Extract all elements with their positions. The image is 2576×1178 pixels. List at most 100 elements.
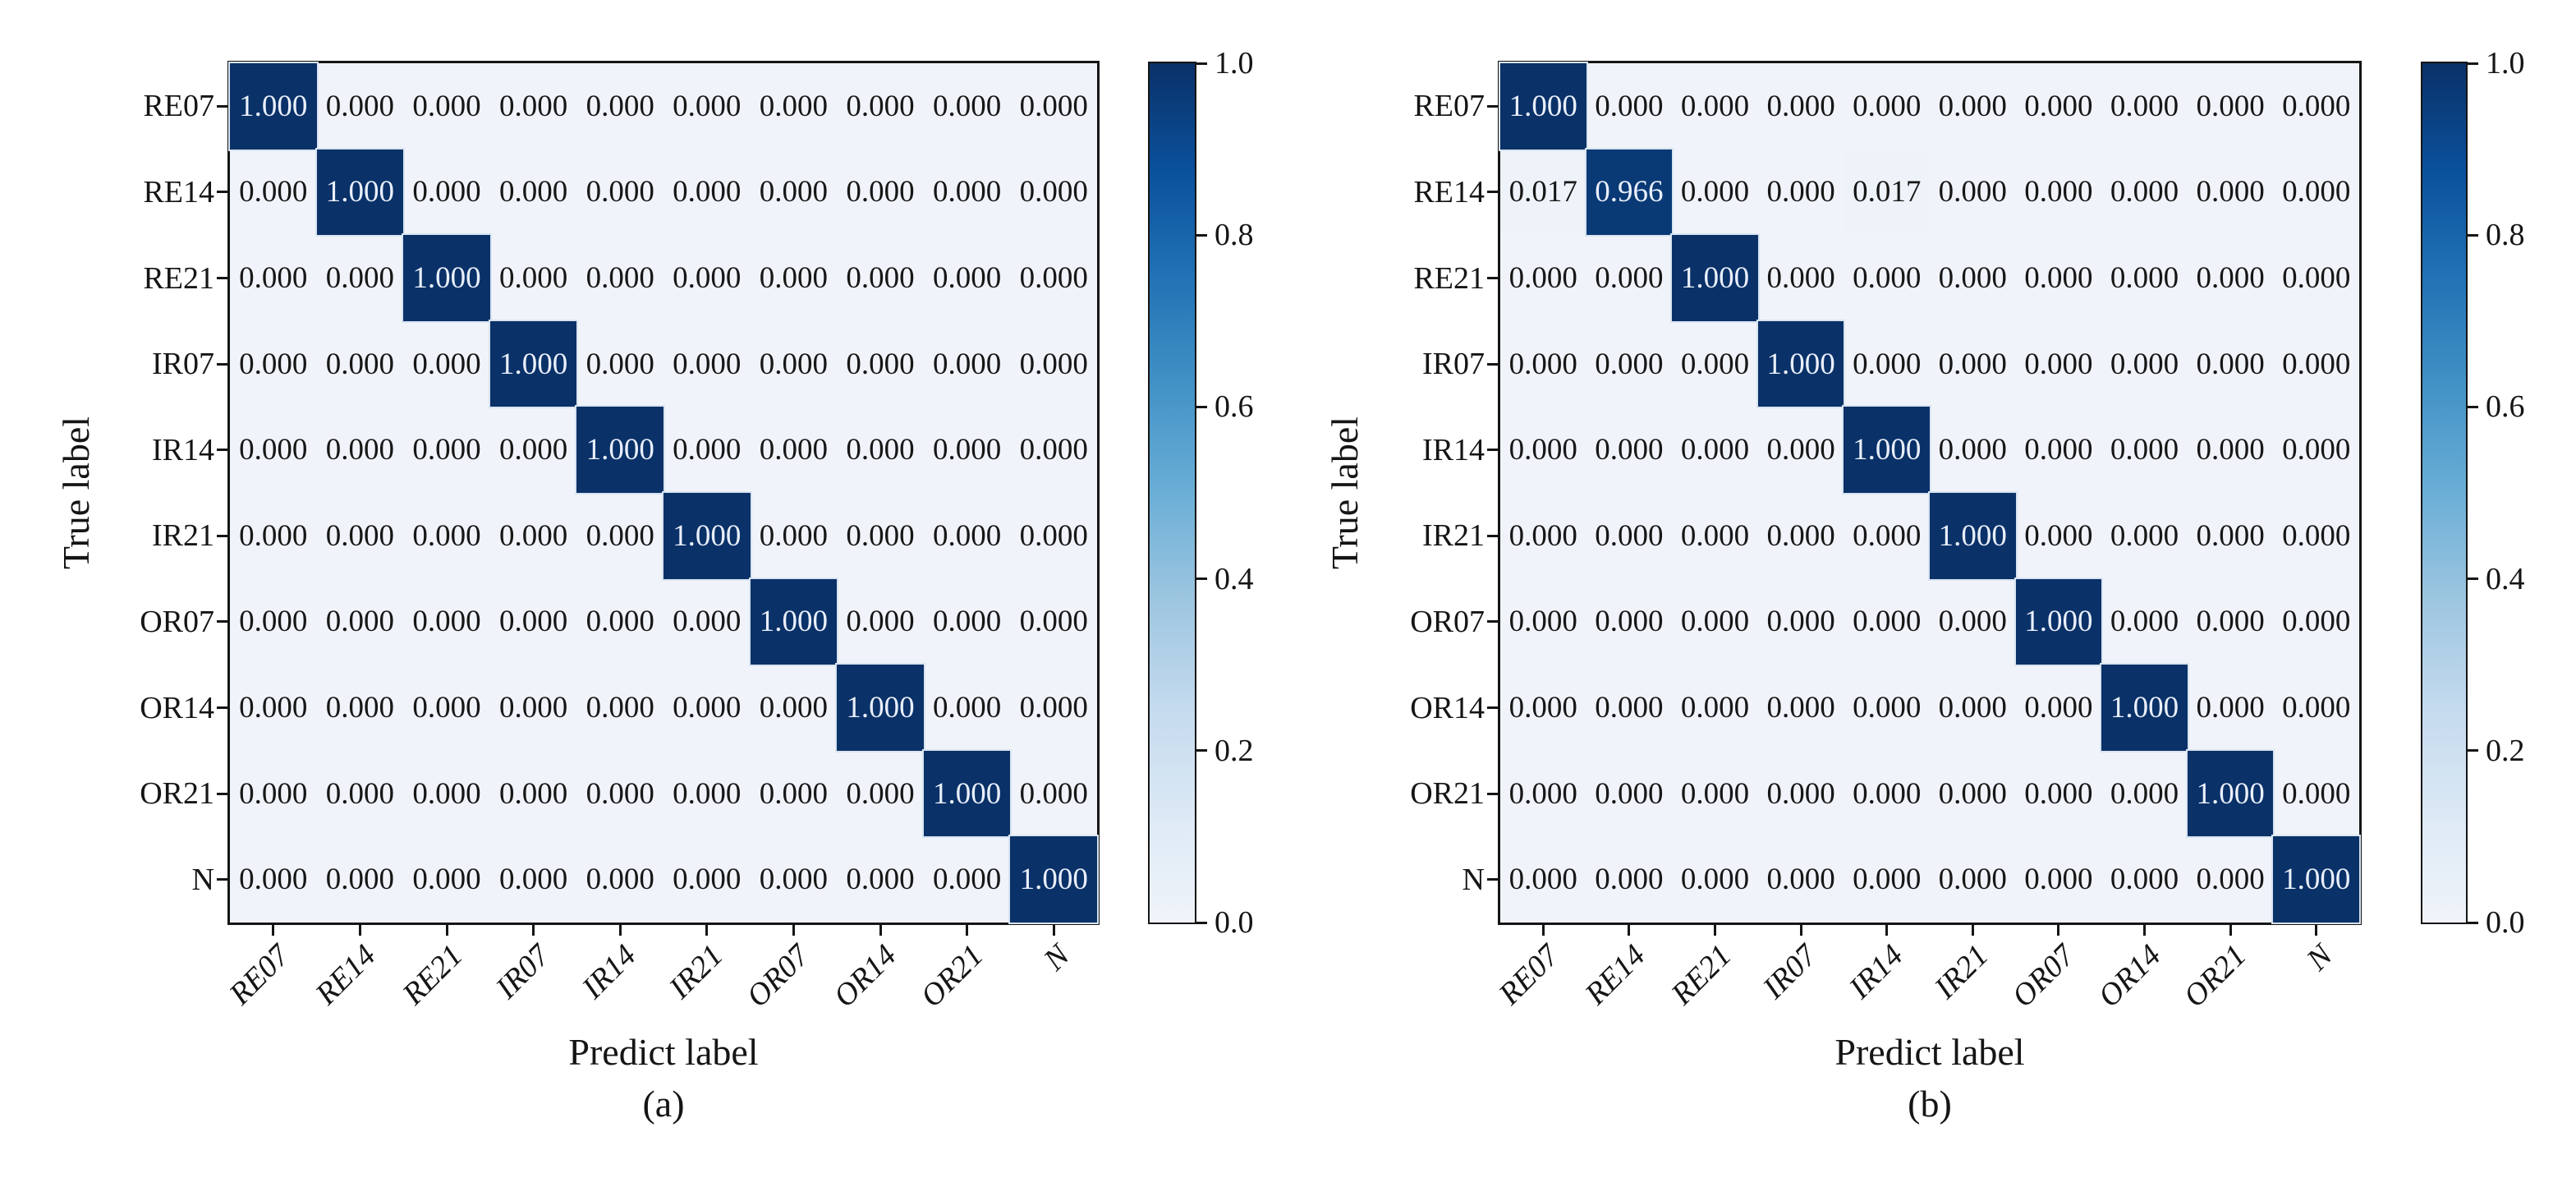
heatmap-cell: 0.000 bbox=[1757, 836, 1844, 923]
heatmap-cell: 1.000 bbox=[750, 578, 838, 665]
y-tick-mark bbox=[1487, 362, 1498, 366]
y-tick-mark bbox=[1487, 277, 1498, 279]
heatmap-cell: 0.000 bbox=[316, 235, 404, 321]
heatmap-cell: 1.000 bbox=[1757, 320, 1844, 407]
colorbar-tick-label: 0.2 bbox=[1215, 733, 1254, 768]
heatmap-cell: 0.000 bbox=[2015, 235, 2102, 321]
y-tick-label: IR07 bbox=[152, 347, 214, 382]
heatmap-cell: 0.000 bbox=[1930, 235, 2016, 321]
colorbar-tick-mark bbox=[1196, 749, 1207, 752]
heatmap-cell: 0.000 bbox=[2273, 750, 2359, 837]
heatmap-cell: 0.000 bbox=[316, 836, 404, 923]
x-tick-mark bbox=[879, 925, 882, 936]
x-tick-mark bbox=[1971, 925, 1974, 936]
heatmap-cell: 0.000 bbox=[923, 493, 1011, 579]
heatmap-cell: 0.000 bbox=[1010, 493, 1097, 579]
colorbar-tick-mark bbox=[2468, 577, 2478, 581]
x-tick-mark bbox=[2057, 925, 2060, 936]
heatmap-cell: 0.000 bbox=[2187, 407, 2274, 493]
heatmap-cell: 1.000 bbox=[1500, 63, 1586, 150]
heatmap-cell: 0.000 bbox=[230, 149, 317, 236]
heatmap-cell: 0.000 bbox=[750, 407, 838, 493]
heatmap-cell: 0.000 bbox=[923, 63, 1011, 150]
heatmap-cell: 0.000 bbox=[230, 836, 317, 923]
colorbar-tick-label: 0.8 bbox=[1215, 218, 1254, 253]
colorbar-a bbox=[1148, 62, 1196, 924]
heatmap-cell: 0.000 bbox=[489, 750, 577, 837]
heatmap-cell: 0.000 bbox=[1844, 235, 1930, 321]
y-tick-label: OR21 bbox=[1410, 776, 1485, 812]
heatmap-cell: 0.000 bbox=[1672, 407, 1758, 493]
y-tick-label: RE21 bbox=[143, 260, 214, 296]
colorbar-tick-label: 0.2 bbox=[2486, 733, 2525, 768]
heatmap-cell: 0.000 bbox=[837, 578, 924, 665]
heatmap-cell: 0.000 bbox=[1672, 493, 1758, 579]
y-tick-mark bbox=[217, 104, 227, 108]
heatmap-cell: 0.000 bbox=[750, 235, 838, 321]
heatmap-cell: 0.000 bbox=[2187, 493, 2274, 579]
heatmap-cell: 0.000 bbox=[837, 493, 924, 579]
heatmap-cell: 0.000 bbox=[403, 493, 490, 579]
heatmap-cell: 0.000 bbox=[230, 750, 317, 837]
heatmap-cell: 0.000 bbox=[1010, 235, 1097, 321]
colorbar-b bbox=[2421, 62, 2468, 924]
x-tick-mark bbox=[792, 925, 795, 936]
heatmap-cell: 0.000 bbox=[1672, 836, 1758, 923]
y-tick-mark bbox=[1487, 191, 1498, 194]
heatmap-cell: 0.000 bbox=[230, 578, 317, 665]
y-tick-label: OR07 bbox=[1410, 604, 1485, 639]
heatmap-cell: 1.000 bbox=[837, 665, 924, 751]
heatmap-cell: 0.000 bbox=[576, 63, 664, 150]
y-tick-label: IR14 bbox=[152, 432, 214, 467]
heatmap-cell: 0.000 bbox=[1672, 578, 1758, 665]
y-tick-mark bbox=[217, 449, 227, 452]
heatmap-cell: 0.000 bbox=[576, 320, 664, 407]
y-tick-mark bbox=[1487, 449, 1498, 452]
heatmap-cell: 0.000 bbox=[1930, 665, 2016, 751]
caption-a: (a) bbox=[642, 1083, 685, 1125]
heatmap-cell: 0.000 bbox=[750, 63, 838, 150]
heatmap-cell: 0.000 bbox=[489, 63, 577, 150]
heatmap-cell: 0.000 bbox=[923, 665, 1011, 751]
colorbar-tick-mark bbox=[2468, 921, 2478, 924]
heatmap-cell: 0.000 bbox=[2101, 750, 2188, 837]
heatmap-cell: 0.000 bbox=[750, 665, 838, 751]
heatmap-cell: 0.000 bbox=[576, 578, 664, 665]
heatmap-cell: 0.000 bbox=[403, 320, 490, 407]
heatmap-cell: 1.000 bbox=[230, 63, 317, 150]
heatmap-cell: 0.000 bbox=[1672, 750, 1758, 837]
colorbar-tick-mark bbox=[2468, 233, 2478, 237]
heatmap-cell: 0.000 bbox=[1500, 493, 1586, 579]
heatmap-cell: 0.000 bbox=[576, 149, 664, 236]
heatmap-cell: 0.000 bbox=[1757, 149, 1844, 236]
heatmap-cell: 0.000 bbox=[1586, 235, 1673, 321]
heatmap-cell: 0.000 bbox=[576, 836, 664, 923]
colorbar-tick-mark bbox=[2468, 62, 2478, 65]
heatmap-cell: 0.000 bbox=[923, 836, 1011, 923]
heatmap-cell: 0.000 bbox=[1010, 407, 1097, 493]
y-tick-label: N bbox=[191, 862, 214, 897]
x-tick-mark bbox=[272, 925, 275, 936]
y-tick-label: IR14 bbox=[1422, 432, 1485, 467]
heatmap-cell: 0.000 bbox=[1844, 320, 1930, 407]
heatmap-cell: 0.000 bbox=[1500, 578, 1586, 665]
heatmap-cell: 1.000 bbox=[923, 750, 1011, 837]
colorbar-tick-label: 1.0 bbox=[2486, 46, 2525, 81]
heatmap-cell: 0.000 bbox=[2101, 235, 2188, 321]
heatmap-cell: 0.000 bbox=[1930, 578, 2016, 665]
y-tick-label: OR21 bbox=[140, 776, 214, 812]
heatmap-cell: 0.000 bbox=[923, 149, 1011, 236]
heatmap-cell: 1.000 bbox=[2015, 578, 2102, 665]
heatmap-cell: 0.000 bbox=[1930, 320, 2016, 407]
colorbar-tick-label: 1.0 bbox=[1215, 46, 1254, 81]
colorbar-tick-mark bbox=[2468, 405, 2478, 408]
heatmap-cell: 0.000 bbox=[230, 493, 317, 579]
heatmap-cell: 0.000 bbox=[1500, 235, 1586, 321]
heatmap-cell: 1.000 bbox=[2187, 750, 2274, 837]
y-tick-mark bbox=[1487, 104, 1498, 108]
heatmap-cell: 0.000 bbox=[1010, 63, 1097, 150]
heatmap-cell: 0.000 bbox=[1586, 665, 1673, 751]
heatmap-cell: 0.000 bbox=[1010, 320, 1097, 407]
